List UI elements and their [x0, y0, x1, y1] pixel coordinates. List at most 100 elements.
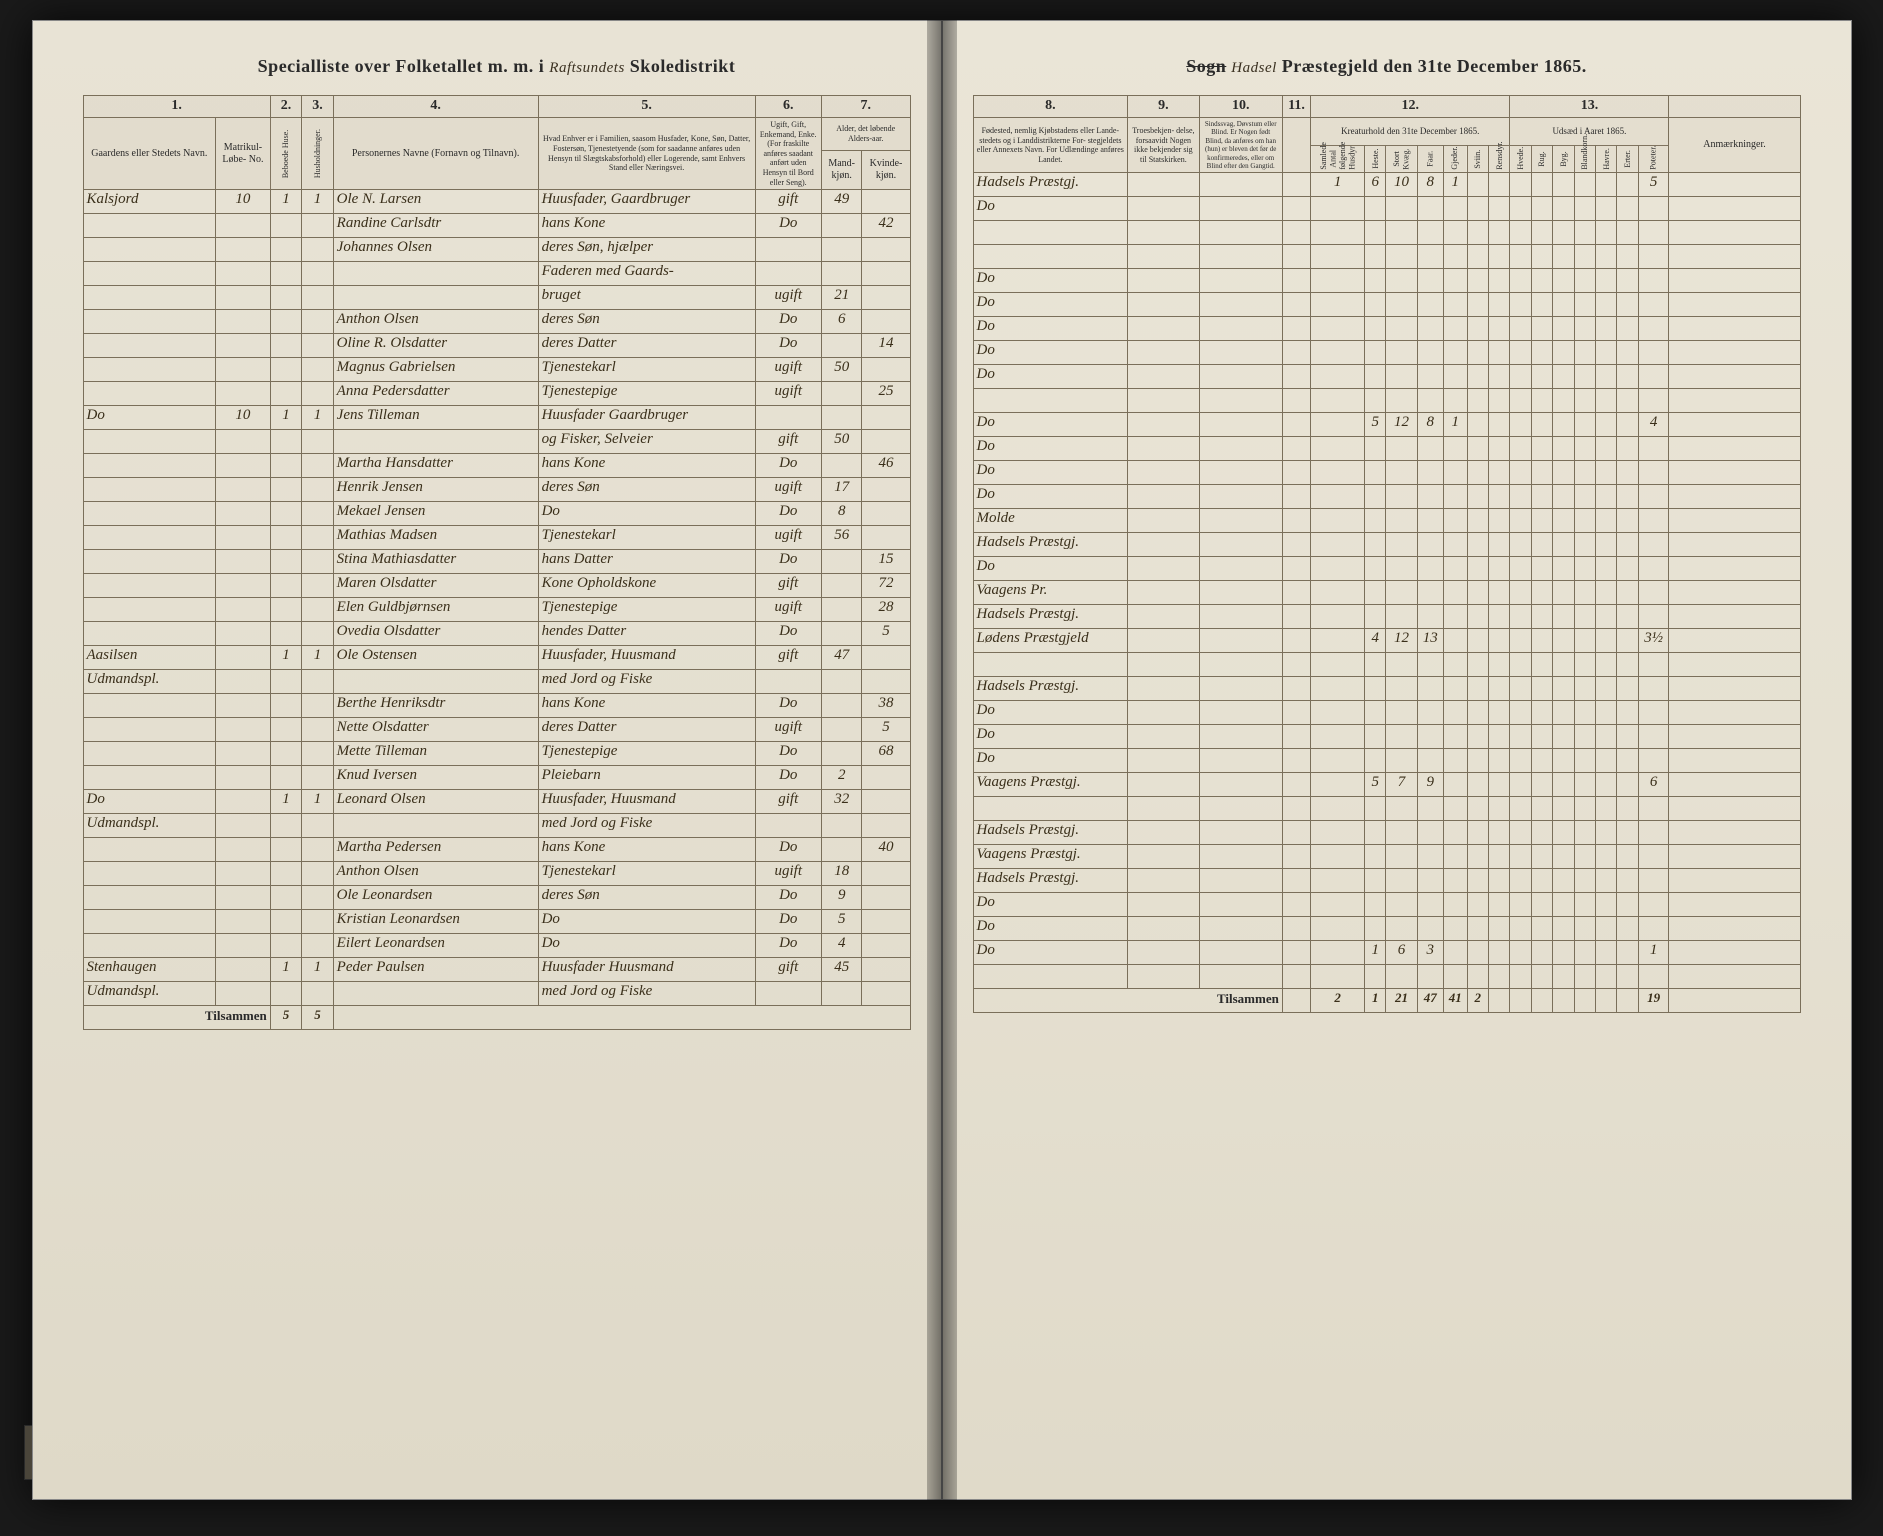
- cell-k13-1: [1531, 269, 1552, 293]
- cell-tro: [1128, 197, 1199, 221]
- cell-k12-0: [1311, 413, 1365, 437]
- cell-k13-6: [1638, 653, 1669, 677]
- th-k12-5: Sviin.: [1467, 145, 1488, 173]
- cell-stand: ugift: [755, 598, 821, 622]
- cell-11: [1282, 749, 1310, 773]
- table-row: Lødens Præstgjeld412133½: [973, 629, 1800, 653]
- cell-gaard: [83, 358, 216, 382]
- cell-k13-6: [1638, 389, 1669, 413]
- cell-k13-4: [1596, 557, 1617, 581]
- cell-k12-1: 6: [1365, 173, 1386, 197]
- cell-k12-0: [1311, 653, 1365, 677]
- cell-k13-4: [1596, 413, 1617, 437]
- cell-hus: [270, 358, 302, 382]
- cell-k13-6: [1638, 749, 1669, 773]
- cell-k12-4: [1443, 653, 1467, 677]
- cell-k13-1: [1531, 629, 1552, 653]
- cell-k13-3: [1574, 173, 1595, 197]
- cell-m: 47: [821, 646, 862, 670]
- cell-gaard: Udmandspl.: [83, 982, 216, 1006]
- cell-hus: [270, 934, 302, 958]
- cell-gaard: [83, 454, 216, 478]
- cell-k12-2: [1386, 845, 1417, 869]
- table-row: Vaagens Præstgj.5796: [973, 773, 1800, 797]
- cell-tro: [1128, 773, 1199, 797]
- cell-fam: Tjenestepige: [538, 742, 755, 766]
- cell-11: [1282, 413, 1310, 437]
- cell-k12-3: [1417, 245, 1443, 269]
- cell-k13-3: [1574, 269, 1595, 293]
- table-row: [973, 653, 1800, 677]
- cell-k12-0: [1311, 629, 1365, 653]
- cell-k13-5: [1617, 797, 1638, 821]
- cell-k12-4: [1443, 941, 1467, 965]
- cell-k12-6: [1489, 557, 1510, 581]
- cell-k: [862, 478, 910, 502]
- table-row: Vaagens Pr.: [973, 581, 1800, 605]
- cell-k12-6: [1489, 869, 1510, 893]
- cell-k13-0: [1510, 725, 1531, 749]
- cell-k13-6: [1638, 845, 1669, 869]
- cell-k12-4: [1443, 773, 1467, 797]
- cell-hus: [270, 262, 302, 286]
- cell-m: 45: [821, 958, 862, 982]
- cell-k12-1: [1365, 341, 1386, 365]
- cell-stand: ugift: [755, 286, 821, 310]
- cell-k13-2: [1553, 389, 1574, 413]
- table-row: Ovedia Olsdatterhendes DatterDo5: [83, 622, 910, 646]
- cell-anm: [1669, 269, 1800, 293]
- cell-k13-1: [1531, 221, 1552, 245]
- cell-k13-1: [1531, 773, 1552, 797]
- cell-stand: [755, 982, 821, 1006]
- cell-anm: [1669, 773, 1800, 797]
- cell-gaard: [83, 214, 216, 238]
- table-row: Udmandspl.med Jord og Fiske: [83, 982, 910, 1006]
- cell-gaard: Udmandspl.: [83, 814, 216, 838]
- cell-k13-4: [1596, 941, 1617, 965]
- cell-k12-4: [1443, 245, 1467, 269]
- cell-stand: [755, 262, 821, 286]
- cell-k13-6: 4: [1638, 413, 1669, 437]
- cell-sind: [1199, 437, 1282, 461]
- cell-k13-3: [1574, 581, 1595, 605]
- cell-hh: [302, 454, 333, 478]
- cell-k12-2: [1386, 605, 1417, 629]
- cell-k12-6: [1489, 965, 1510, 989]
- fr9: [1553, 989, 1574, 1013]
- cell-k13-0: [1510, 173, 1531, 197]
- cell-anm: [1669, 749, 1800, 773]
- cell-k13-4: [1596, 917, 1617, 941]
- table-row: Hadsels Præstgj.: [973, 533, 1800, 557]
- cell-k: 14: [862, 334, 910, 358]
- fr7: [1510, 989, 1531, 1013]
- cell-k13-5: [1617, 749, 1638, 773]
- cell-navn: Anthon Olsen: [333, 310, 538, 334]
- cell-m: [821, 574, 862, 598]
- table-row: Nette Olsdatterderes Datterugift5: [83, 718, 910, 742]
- cell-k12-1: [1365, 677, 1386, 701]
- cell-k13-5: [1617, 173, 1638, 197]
- cell-stand: gift: [755, 574, 821, 598]
- cell-k13-0: [1510, 821, 1531, 845]
- cell-mno: [216, 742, 271, 766]
- cell-hh: [302, 214, 333, 238]
- table-row: Do: [973, 485, 1800, 509]
- header-left: Specialliste over Folketallet m. m. i Ra…: [83, 56, 911, 77]
- cell-hus: [270, 382, 302, 406]
- cell-11: [1282, 773, 1310, 797]
- cell-k13-0: [1510, 461, 1531, 485]
- cell-mno: [216, 718, 271, 742]
- cell-k13-6: [1638, 341, 1669, 365]
- cell-k13-4: [1596, 773, 1617, 797]
- cell-k13-4: [1596, 485, 1617, 509]
- cell-sind: [1199, 509, 1282, 533]
- colnum-10: 10.: [1199, 96, 1282, 118]
- cell-k12-5: [1467, 197, 1488, 221]
- cell-k13-2: [1553, 557, 1574, 581]
- cell-k12-0: [1311, 485, 1365, 509]
- cell-k13-4: [1596, 389, 1617, 413]
- table-row: Stenhaugen11Peder PaulsenHuusfader Huusm…: [83, 958, 910, 982]
- cell-k12-0: [1311, 917, 1365, 941]
- cell-k12-3: [1417, 965, 1443, 989]
- cell-k12-3: [1417, 701, 1443, 725]
